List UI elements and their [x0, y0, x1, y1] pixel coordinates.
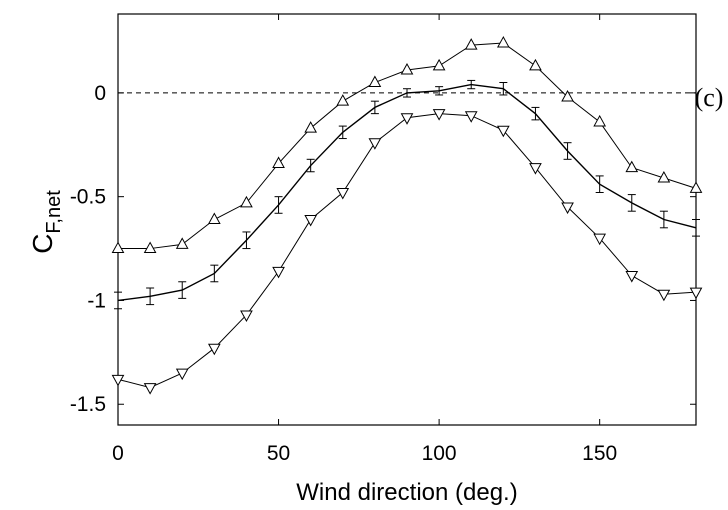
error-bar [146, 287, 155, 306]
triangle-up-marker [272, 156, 285, 168]
triangle-up-marker [111, 241, 125, 254]
error-bar [210, 264, 219, 283]
triangle-down-marker [689, 287, 703, 300]
y-axis: -1.5 -1 -0.5 0 [70, 82, 696, 416]
x-axis-label: Wind direction (deg.) [296, 479, 517, 506]
series-errorbar [114, 79, 700, 310]
triangle-down-marker [143, 383, 157, 395]
triangle-up-marker [496, 36, 510, 48]
panel-label: (c) [695, 83, 724, 112]
error-bar [627, 194, 636, 212]
triangle-up-marker [689, 181, 703, 193]
error-bar [531, 106, 540, 121]
triangle-up-marker [593, 114, 607, 127]
triangle-down-marker [175, 368, 189, 381]
y-axis-label: CF,net [27, 190, 65, 254]
triangle-up-marker [657, 170, 671, 183]
error-bar [692, 219, 700, 237]
triangle-down-marker [432, 109, 446, 121]
error-bar [338, 125, 347, 140]
triangle-down-marker [304, 215, 318, 227]
triangle-up-marker [304, 121, 318, 133]
error-bar [242, 231, 251, 250]
error-bar [178, 281, 187, 299]
triangle-down-marker [464, 111, 478, 123]
error-bar [595, 175, 604, 194]
series-triangle-down [111, 109, 703, 395]
triangle-down-marker [272, 266, 285, 279]
error-bar [659, 210, 668, 229]
triangle-down-marker [111, 374, 125, 387]
triangle-down-marker [496, 125, 510, 138]
error-bar [403, 88, 411, 98]
triangle-down-marker [400, 113, 414, 125]
x-tick-label: 50 [267, 442, 290, 465]
triangle-up-marker [529, 58, 542, 71]
triangle-up-marker [143, 241, 157, 254]
triangle-down-marker [240, 310, 253, 323]
y-axis-label-main: C [27, 234, 58, 254]
error-bar [370, 100, 379, 115]
error-bar [114, 291, 122, 310]
x-tick-label: 0 [112, 442, 124, 465]
y-tick-label: -1 [87, 289, 106, 312]
triangle-up-marker [625, 160, 639, 173]
triangle-up-marker [400, 63, 414, 75]
y-axis-label-sub: F,net [43, 190, 65, 234]
error-bar [563, 142, 572, 160]
triangle-up-marker [175, 237, 189, 249]
error-bar [467, 79, 476, 90]
error-bar [435, 86, 444, 96]
series-line [117, 113, 697, 389]
x-axis: 0 50 100 150 [112, 14, 617, 465]
y-tick-label: -0.5 [70, 186, 106, 209]
x-tick-label: 150 [582, 442, 617, 465]
error-bar [306, 158, 315, 173]
triangle-down-marker [625, 271, 639, 283]
triangle-up-marker [336, 94, 350, 106]
triangle-up-marker [432, 58, 446, 71]
triangle-down-marker [529, 163, 542, 175]
y-tick-label: -1.5 [70, 393, 106, 416]
triangle-up-marker [207, 212, 221, 224]
plot-frame [117, 13, 697, 426]
triangle-down-marker [593, 233, 607, 246]
triangle-up-marker [464, 38, 478, 50]
series-triangle-up [111, 36, 703, 254]
error-bar [274, 196, 283, 214]
triangle-down-marker [368, 138, 382, 150]
error-bar [499, 82, 508, 96]
triangle-down-marker [336, 188, 350, 200]
series-layer [111, 36, 703, 395]
triangle-up-marker [561, 89, 574, 102]
triangle-down-marker [657, 289, 671, 302]
triangle-down-marker [561, 202, 574, 215]
triangle-up-marker [368, 75, 382, 87]
x-tick-label: 100 [422, 442, 457, 465]
y-tick-label: 0 [94, 82, 106, 105]
triangle-up-marker [240, 195, 253, 208]
triangle-down-marker [207, 343, 221, 356]
